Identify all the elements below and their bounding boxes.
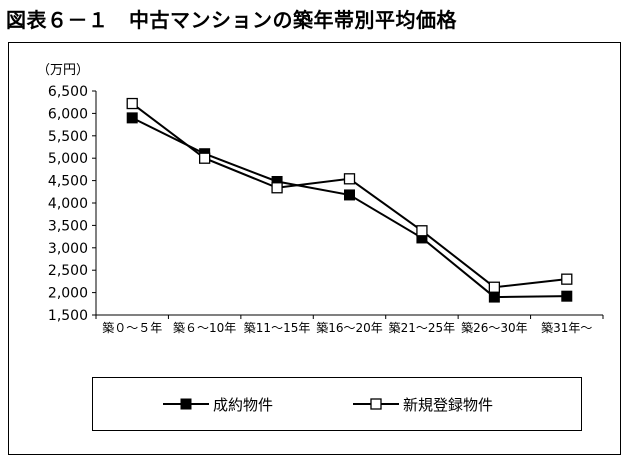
y-tick-label: 4,000: [48, 196, 88, 212]
y-tick-label: 2,500: [48, 263, 88, 279]
data-point-series-2: [488, 281, 501, 293]
x-tick-label: 築11～15年: [244, 320, 311, 335]
data-point-series-1: [488, 291, 500, 303]
x-tick-label: 築16～20年: [316, 320, 383, 335]
y-tick-label: 5,000: [48, 151, 88, 167]
data-point-series-2: [126, 97, 138, 110]
data-point-series-1: [344, 189, 355, 201]
legend-swatch-open-square: [353, 398, 399, 410]
x-tick-label: 築６～10年: [173, 320, 236, 335]
x-tick-label: 築31年～: [541, 320, 592, 335]
figure-title: 図表６－１ 中古マンションの築年帯別平均価格: [6, 8, 457, 32]
data-point-series-1: [561, 290, 573, 302]
data-point-series-2: [198, 152, 211, 164]
y-tick-label: 2,000: [48, 286, 88, 302]
legend-item-series-1: 成約物件: [163, 378, 273, 430]
y-tick-label: 1,500: [48, 308, 88, 324]
chart-frame: [8, 42, 621, 455]
y-tick-label: 4,500: [48, 174, 88, 190]
data-point-series-2: [416, 225, 428, 237]
data-point-series-2: [561, 273, 573, 285]
legend-item-series-2: 新規登録物件: [353, 378, 493, 430]
chart-legend: 成約物件 新規登録物件: [92, 377, 582, 431]
y-tick-label: 6,000: [48, 106, 88, 122]
y-tick-label: 5,500: [48, 129, 88, 145]
legend-label-series-1: 成約物件: [213, 395, 274, 414]
data-point-series-2: [271, 182, 283, 194]
y-axis-unit-label: （万円）: [37, 63, 90, 78]
data-point-series-1: [126, 112, 138, 124]
legend-swatch-filled-square: [163, 398, 209, 410]
x-tick-label: 築０～５年: [102, 320, 162, 335]
y-tick-label: 3,000: [48, 241, 88, 257]
x-tick-label: 築21～25年: [389, 320, 456, 335]
y-tick-label: 6,500: [48, 84, 88, 100]
x-tick-label: 築26～30年: [461, 320, 528, 335]
legend-label-series-2: 新規登録物件: [403, 395, 494, 414]
series-line-1: [131, 116, 567, 299]
y-tick-label: 3,500: [48, 218, 88, 234]
data-point-series-2: [343, 173, 356, 185]
